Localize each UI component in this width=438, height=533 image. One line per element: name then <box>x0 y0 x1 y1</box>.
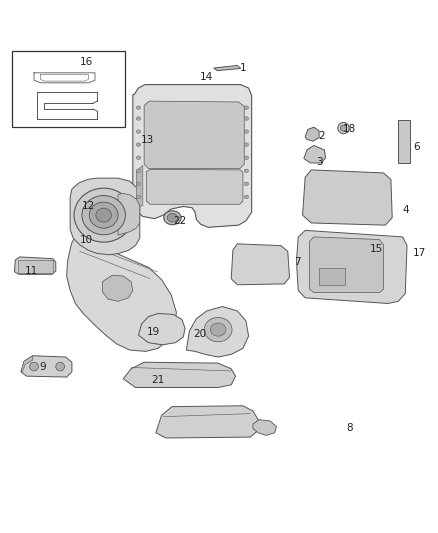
Bar <box>398 120 410 163</box>
Ellipse shape <box>82 196 125 235</box>
Ellipse shape <box>96 208 112 222</box>
Polygon shape <box>253 419 276 435</box>
Bar <box>18 260 53 272</box>
Polygon shape <box>136 166 143 206</box>
Polygon shape <box>231 244 290 285</box>
Text: 13: 13 <box>141 135 154 146</box>
Ellipse shape <box>244 143 249 147</box>
Text: 6: 6 <box>414 142 420 152</box>
Ellipse shape <box>89 202 118 228</box>
Polygon shape <box>21 356 33 372</box>
Polygon shape <box>310 237 384 293</box>
Text: 7: 7 <box>294 257 300 267</box>
Polygon shape <box>303 170 392 225</box>
Polygon shape <box>146 169 243 204</box>
Text: 1: 1 <box>240 63 246 74</box>
Ellipse shape <box>244 117 249 120</box>
Polygon shape <box>186 306 249 357</box>
Text: 12: 12 <box>82 200 95 211</box>
Ellipse shape <box>244 182 249 185</box>
Text: 11: 11 <box>25 266 38 276</box>
Polygon shape <box>138 313 185 345</box>
Ellipse shape <box>167 213 178 222</box>
Ellipse shape <box>136 156 141 159</box>
Text: 18: 18 <box>343 124 356 134</box>
Ellipse shape <box>74 188 133 242</box>
Bar <box>12 51 125 127</box>
Ellipse shape <box>136 143 141 147</box>
Ellipse shape <box>244 169 249 173</box>
Text: 21: 21 <box>152 375 165 385</box>
Polygon shape <box>297 230 407 303</box>
Polygon shape <box>144 101 244 168</box>
Ellipse shape <box>30 362 39 371</box>
Ellipse shape <box>340 125 346 131</box>
Text: 15: 15 <box>370 244 383 254</box>
Ellipse shape <box>244 130 249 133</box>
Polygon shape <box>133 85 252 228</box>
Text: 19: 19 <box>147 327 160 337</box>
Polygon shape <box>123 362 236 387</box>
Polygon shape <box>305 127 319 141</box>
Bar <box>319 268 345 285</box>
Text: 22: 22 <box>173 216 187 226</box>
Ellipse shape <box>56 362 64 371</box>
Polygon shape <box>214 66 241 71</box>
Ellipse shape <box>204 318 232 342</box>
Ellipse shape <box>164 211 181 225</box>
Ellipse shape <box>136 130 141 133</box>
Polygon shape <box>102 275 133 301</box>
Text: 16: 16 <box>80 57 93 67</box>
Text: 14: 14 <box>199 72 212 82</box>
Text: 3: 3 <box>316 157 322 167</box>
Ellipse shape <box>244 195 249 199</box>
Polygon shape <box>14 257 56 274</box>
Ellipse shape <box>136 182 141 185</box>
Ellipse shape <box>136 169 141 173</box>
Ellipse shape <box>244 156 249 159</box>
Text: 10: 10 <box>80 236 93 245</box>
Polygon shape <box>118 193 140 235</box>
Text: 8: 8 <box>346 423 353 433</box>
Polygon shape <box>304 146 325 163</box>
Text: 4: 4 <box>403 205 410 215</box>
Polygon shape <box>156 406 258 438</box>
Text: 17: 17 <box>413 248 426 259</box>
Polygon shape <box>70 178 140 255</box>
Ellipse shape <box>136 195 141 199</box>
Polygon shape <box>67 237 177 351</box>
Text: 2: 2 <box>318 131 325 141</box>
Ellipse shape <box>210 323 226 336</box>
Ellipse shape <box>136 117 141 120</box>
Ellipse shape <box>244 106 249 109</box>
Text: 9: 9 <box>39 361 46 372</box>
Ellipse shape <box>338 123 349 134</box>
Text: 20: 20 <box>193 329 206 339</box>
Ellipse shape <box>136 106 141 109</box>
Polygon shape <box>21 356 72 377</box>
